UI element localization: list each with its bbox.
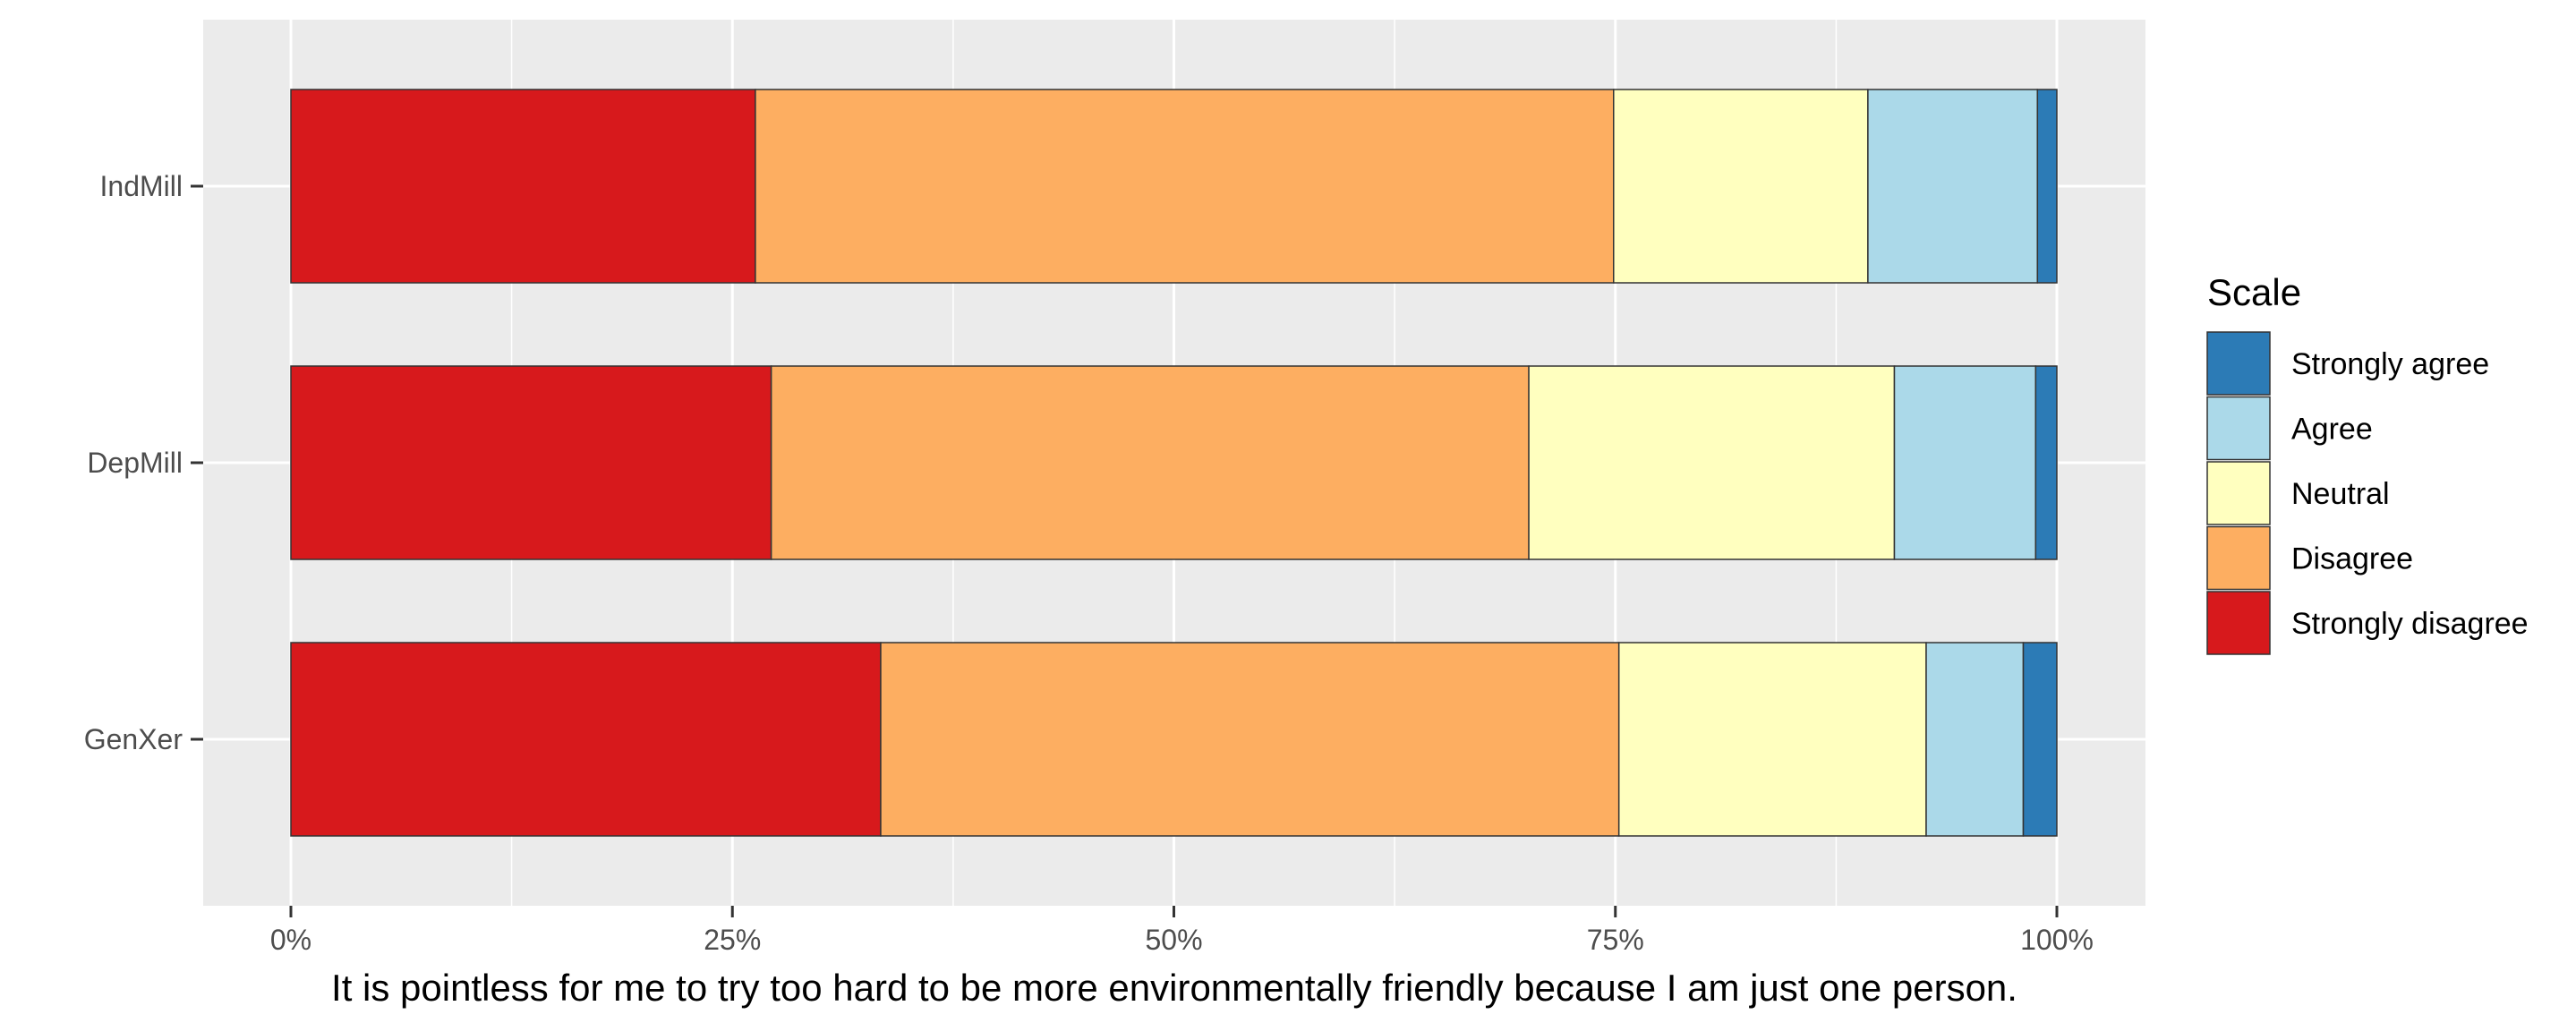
bar-segment: [1925, 642, 2025, 837]
bar-segment: [1613, 89, 1869, 284]
bar-segment: [1528, 365, 1896, 560]
legend-items: Strongly agree Agree Neutral Disagree Strong…: [2206, 331, 2529, 655]
bar-segment: [2034, 365, 2058, 560]
legend: Scale Strongly agree Agree Neutral Disagree…: [2206, 271, 2529, 655]
bar-segment: [2036, 89, 2058, 284]
bar-segment: [1617, 642, 1927, 837]
bar-segment: [290, 89, 756, 284]
y-tick-label: IndMill: [100, 170, 183, 202]
x-tick-label: 0%: [270, 924, 311, 956]
y-tick-label: GenXer: [84, 723, 183, 755]
legend-label: Agree: [2291, 413, 2373, 447]
x-axis-title: It is pointless for me to try too hard t…: [331, 967, 2017, 1009]
x-tick-label: 75%: [1587, 924, 1644, 956]
bar-segment: [2022, 642, 2058, 837]
legend-label: Strongly disagree: [2291, 607, 2529, 641]
bars: [290, 89, 2058, 837]
legend-key: [2206, 525, 2271, 591]
legend-title: Scale: [2207, 271, 2301, 313]
x-axis: 0% 25% 50% 75% 100%: [270, 906, 2094, 956]
y-axis: IndMill DepMill GenXer: [84, 170, 203, 755]
bar-segment: [880, 642, 1620, 837]
legend-key: [2206, 331, 2271, 396]
legend-label: Neutral: [2291, 477, 2390, 511]
bar-segment: [290, 642, 882, 837]
bar-segment: [755, 89, 1615, 284]
legend-key: [2206, 591, 2271, 655]
x-tick-label: 50%: [1145, 924, 1202, 956]
legend-label: Disagree: [2291, 542, 2413, 576]
bar-segment: [1867, 89, 2039, 284]
bar-segment: [290, 365, 772, 560]
bar-segment: [1893, 365, 2037, 560]
legend-label: Strongly agree: [2291, 347, 2489, 381]
y-tick-label: DepMill: [87, 447, 183, 479]
bar-segment: [770, 365, 1530, 560]
x-tick-label: 100%: [2020, 924, 2094, 956]
legend-key: [2206, 461, 2271, 525]
legend-key: [2206, 396, 2271, 461]
x-tick-label: 25%: [704, 924, 761, 956]
